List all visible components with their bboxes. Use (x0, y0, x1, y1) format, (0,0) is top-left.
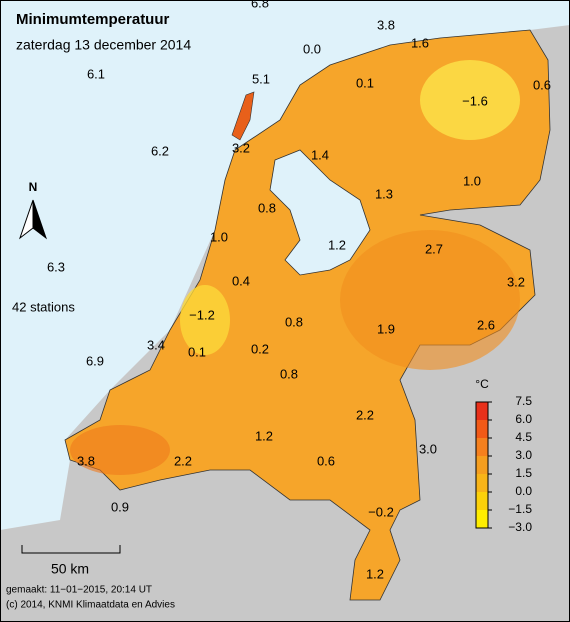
island (231, 91, 255, 141)
legend-tick-label: −1.5 (508, 502, 532, 516)
legend-color (476, 420, 488, 438)
station-value: 2.2 (356, 407, 374, 422)
legend-color (476, 474, 488, 492)
station-value: 3.0 (419, 441, 437, 456)
footer-line: gemaakt: 11−01−2015, 20:14 UT (6, 585, 152, 596)
legend-tick-label: −3.0 (508, 520, 532, 534)
station-value: 1.6 (411, 35, 429, 50)
station-value: 6.2 (151, 143, 169, 158)
legend-tick-label: 1.5 (515, 466, 532, 480)
station-value: 0.8 (280, 366, 298, 381)
scale-label: 50 km (51, 561, 89, 577)
legend-tick-label: 0.0 (515, 484, 532, 498)
warm-area (340, 230, 520, 370)
station-value: 6.1 (87, 66, 105, 81)
ijsselmeer (269, 149, 371, 276)
station-value: 3.4 (147, 337, 165, 352)
legend-tick-label: 3.0 (515, 448, 532, 462)
warm-area (70, 425, 170, 475)
station-value: −0.2 (368, 504, 394, 519)
station-value: 1.4 (311, 147, 329, 162)
legend-frame (475, 401, 489, 529)
station-value: 1.3 (375, 186, 393, 201)
station-value: 1.0 (463, 173, 481, 188)
station-value: 2.6 (477, 317, 495, 332)
legend-color (476, 510, 488, 528)
station-value: 0.8 (285, 314, 303, 329)
station-value: −1.2 (189, 307, 215, 322)
north-arrow (32, 199, 48, 240)
station-value: 2.7 (425, 241, 443, 256)
title: Minimumtemperatuur (16, 11, 170, 28)
station-value: 0.6 (317, 453, 335, 468)
footer-line: (c) 2014, KNMI Klimaatdata en Advies (6, 600, 175, 611)
legend-color (476, 456, 488, 474)
legend-color (476, 402, 488, 420)
station-value: 3.8 (377, 17, 395, 32)
station-value: 1.9 (377, 321, 395, 336)
station-value: 6.3 (47, 259, 65, 274)
station-value: 1.2 (255, 428, 273, 443)
station-value: 0.4 (232, 273, 250, 288)
subtitle: zaterdag 13 december 2014 (16, 37, 191, 53)
station-value: 6.8 (251, 0, 269, 10)
legend-color (476, 438, 488, 456)
legend-unit: °C (475, 377, 489, 391)
station-value: 3.2 (507, 274, 525, 289)
station-value: 3.8 (77, 453, 95, 468)
legend-tick-label: 7.5 (515, 394, 532, 408)
station-value: −1.6 (462, 93, 488, 108)
north-label: N (29, 180, 38, 194)
legend-tick-label: 4.5 (515, 430, 532, 444)
legend-tick-label: 6.0 (515, 412, 532, 426)
station-value: 2.2 (174, 453, 192, 468)
cold-area (180, 285, 230, 355)
station-value: 6.9 (86, 353, 104, 368)
station-value: 0.8 (258, 200, 276, 215)
station-value: 0.0 (303, 41, 321, 56)
station-value: 1.2 (366, 566, 384, 581)
cold-area (420, 60, 520, 140)
netherlands (64, 29, 551, 601)
station-value: 5.1 (252, 71, 270, 86)
sea (0, 0, 570, 530)
legend-color (476, 492, 488, 510)
scale-bar (21, 545, 121, 554)
station-value: 0.2 (251, 341, 269, 356)
station-value: 0.1 (356, 75, 374, 90)
station-value: 1.0 (210, 229, 228, 244)
station-value: 0.1 (188, 344, 206, 359)
station-value: 0.9 (111, 499, 129, 514)
station-value: 0.6 (533, 77, 551, 92)
station-value: 3.2 (232, 140, 250, 155)
station-value: 1.2 (328, 237, 346, 252)
station-count: 42 stations (12, 299, 75, 314)
